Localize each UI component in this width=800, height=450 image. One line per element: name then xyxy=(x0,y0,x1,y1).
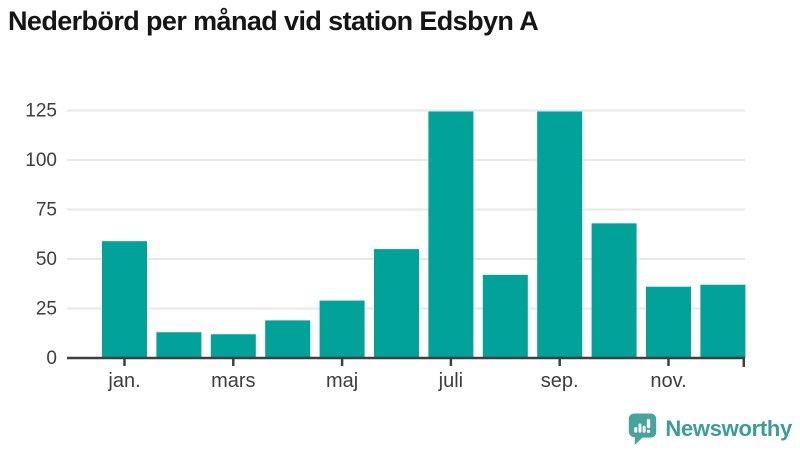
bar-1 xyxy=(102,241,147,358)
y-axis-label-125: 125 xyxy=(25,101,57,122)
bar-9 xyxy=(537,111,583,358)
bar-chart: 0 25 50 75 100 125 jan. mars maj juli sep. nov. xyxy=(25,101,746,392)
x-axis-label-maj: maj xyxy=(326,370,358,392)
speech-bubble-shape xyxy=(629,413,657,445)
bar-10 xyxy=(591,223,637,358)
bar-8 xyxy=(482,274,528,358)
y-axis-label-0: 0 xyxy=(46,348,57,369)
mini-bar-3 xyxy=(643,425,647,433)
bar-2 xyxy=(156,332,202,358)
exclamation-bar xyxy=(647,418,651,429)
bar-7 xyxy=(428,111,474,358)
bar-3 xyxy=(210,334,256,358)
y-axis-label-75: 75 xyxy=(36,200,57,221)
bar-6 xyxy=(374,249,419,358)
bar-5 xyxy=(319,300,365,358)
bar-4 xyxy=(265,320,311,358)
y-axis-label-50: 50 xyxy=(36,249,57,270)
exclamation-dot xyxy=(647,429,651,433)
x-axis-label-mars: mars xyxy=(211,370,255,392)
mini-bar-2 xyxy=(638,423,642,433)
x-axis-label-jan.: jan. xyxy=(107,370,140,392)
bar-11 xyxy=(646,286,691,358)
chart-title: Nederbörd per månad vid station Edsbyn A xyxy=(8,6,539,36)
y-axis-label-100: 100 xyxy=(25,150,57,171)
x-axis-label-nov.: nov. xyxy=(650,370,686,392)
y-axis-label-25: 25 xyxy=(36,299,57,320)
mini-bar-1 xyxy=(634,427,638,433)
bar-12 xyxy=(700,284,746,358)
newsworthy-wordmark: Newsworthy xyxy=(665,416,792,441)
x-axis-label-juli: juli xyxy=(438,370,463,392)
newsworthy-logo: Newsworthy xyxy=(627,412,792,446)
x-axis-label-sep.: sep. xyxy=(541,370,579,392)
newsworthy-icon xyxy=(629,413,657,445)
